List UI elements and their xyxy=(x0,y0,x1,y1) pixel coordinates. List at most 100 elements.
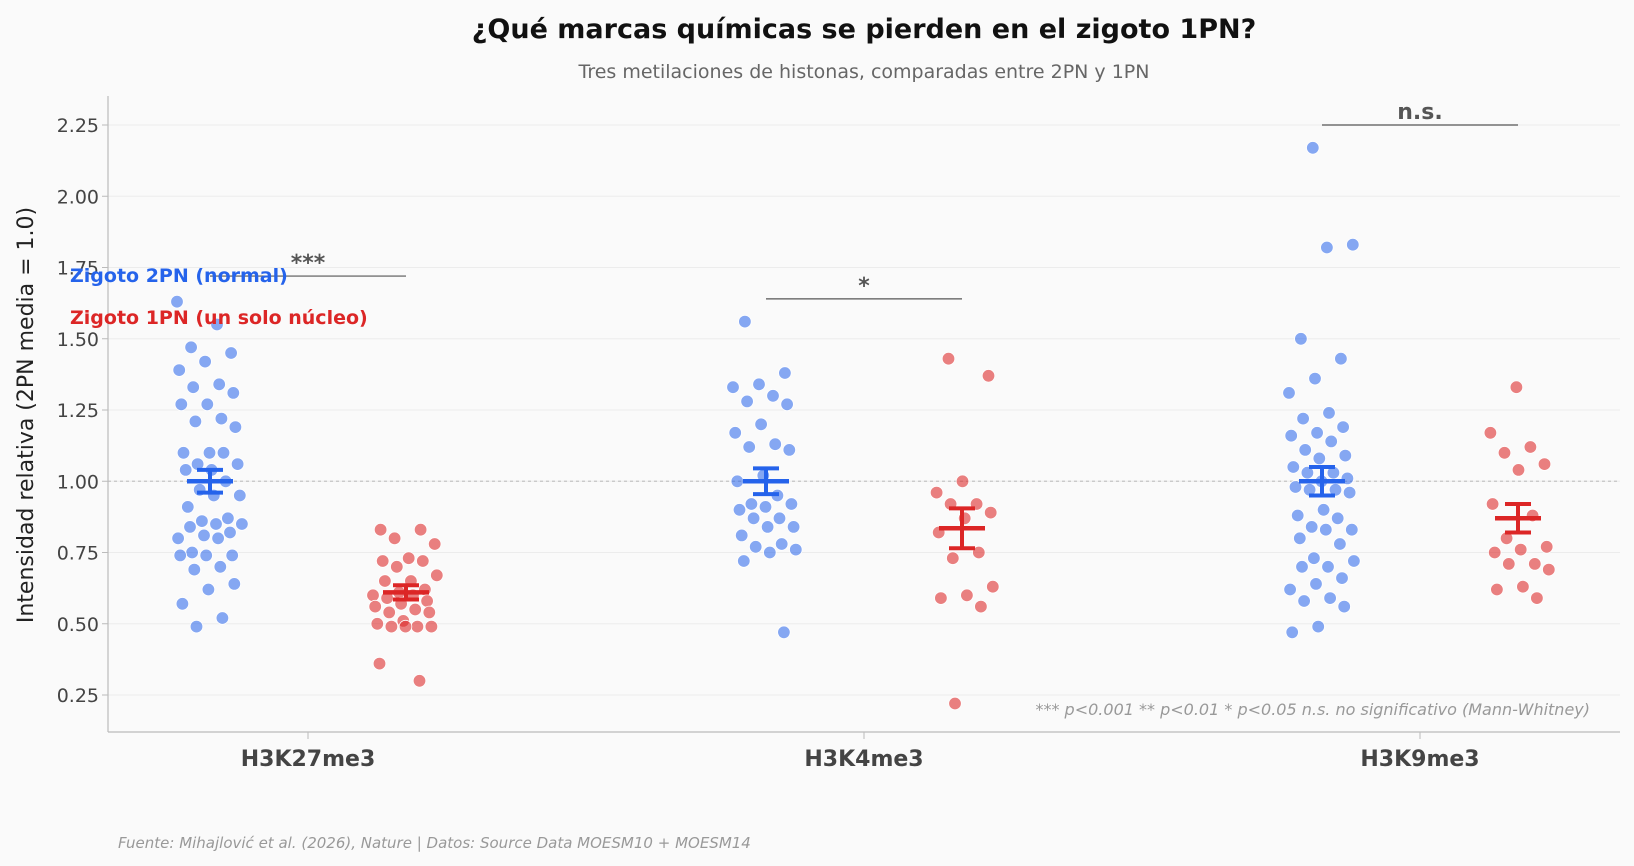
data-point xyxy=(986,580,1000,594)
data-point xyxy=(233,488,247,503)
data-point xyxy=(752,377,766,392)
data-point xyxy=(1502,557,1516,571)
x-tick-label: H3K4me3 xyxy=(804,747,923,772)
data-point xyxy=(1320,240,1334,255)
data-point xyxy=(1334,352,1348,366)
data-point xyxy=(1321,560,1335,574)
data-point xyxy=(740,394,754,409)
data-point xyxy=(1307,551,1321,565)
data-point xyxy=(170,295,184,309)
y-tick-label: 0.25 xyxy=(57,685,99,707)
data-point xyxy=(235,517,249,531)
data-point xyxy=(373,523,388,537)
y-tick-label: 1.25 xyxy=(57,400,99,422)
data-point xyxy=(183,520,197,534)
data-point xyxy=(972,545,986,560)
data-point xyxy=(1537,457,1552,471)
data-point xyxy=(784,497,799,511)
data-point xyxy=(1338,448,1353,463)
data-point xyxy=(214,411,229,426)
data-point xyxy=(763,545,777,560)
data-point xyxy=(382,605,396,620)
data-point xyxy=(777,625,791,640)
data-point xyxy=(368,599,382,614)
significance-brackets: ****n.s. xyxy=(210,100,1518,300)
legend-entry-1pn: Zigoto 1PN (un solo núcleo) xyxy=(70,307,368,329)
data-point xyxy=(197,528,211,543)
y-axis-label: Intensidad relativa (2PN media = 1.0) xyxy=(14,207,39,623)
data-point xyxy=(1295,560,1309,574)
y-tick-label: 1.50 xyxy=(57,329,99,351)
data-point xyxy=(955,474,970,489)
data-point xyxy=(172,363,186,377)
data-point xyxy=(175,597,190,611)
data-point xyxy=(744,497,759,511)
mean-sem-markers xyxy=(187,465,1541,602)
data-point xyxy=(758,500,773,514)
data-point xyxy=(742,440,756,454)
data-point xyxy=(789,542,803,557)
data-point xyxy=(1523,440,1538,454)
data-point xyxy=(201,582,216,597)
data-point xyxy=(768,437,782,451)
significance-label: n.s. xyxy=(1397,100,1442,125)
data-point xyxy=(174,397,189,412)
data-point xyxy=(1346,237,1360,252)
data-point xyxy=(754,417,768,432)
data-point xyxy=(775,537,789,551)
data-point xyxy=(1294,332,1308,346)
source-caption: Fuente: Mihajlović et al. (2026), Nature… xyxy=(118,834,751,852)
data-point xyxy=(981,369,996,383)
data-point xyxy=(1310,426,1324,440)
data-point xyxy=(1485,497,1500,511)
data-point xyxy=(941,352,956,366)
data-point xyxy=(181,500,195,514)
data-point xyxy=(948,696,962,711)
x-tick-label: H3K9me3 xyxy=(1360,747,1479,772)
y-tick-label: 1.75 xyxy=(57,258,99,280)
data-point xyxy=(224,346,238,360)
data-point xyxy=(178,463,193,477)
data-point xyxy=(1285,625,1299,640)
data-point xyxy=(1333,537,1347,551)
data-point xyxy=(226,386,241,400)
data-point xyxy=(1323,591,1337,605)
data-point xyxy=(211,531,225,546)
data-point xyxy=(1336,420,1350,434)
data-point xyxy=(1316,503,1331,517)
data-point xyxy=(1539,540,1554,554)
data-point xyxy=(984,505,998,520)
data-point xyxy=(186,380,200,394)
data-point xyxy=(210,317,224,332)
data-point xyxy=(200,397,215,412)
data-point xyxy=(1284,429,1298,443)
data-point xyxy=(1342,485,1357,500)
y-tick-label: 0.75 xyxy=(57,543,99,565)
x-tick-labels: H3K27me3 H3K4me3 H3K9me3 xyxy=(241,732,1480,772)
data-point xyxy=(378,574,392,588)
data-point xyxy=(213,560,228,574)
data-point xyxy=(187,562,202,577)
data-point xyxy=(1513,542,1528,557)
data-point xyxy=(737,554,751,568)
data-point xyxy=(1511,463,1526,477)
data-point xyxy=(408,602,422,617)
data-points xyxy=(170,141,1556,711)
data-point xyxy=(412,674,427,688)
x-tick-label: H3K27me3 xyxy=(241,747,376,772)
data-point xyxy=(366,588,380,603)
data-point xyxy=(173,548,187,563)
data-point xyxy=(223,525,237,540)
data-point xyxy=(230,457,245,471)
data-point xyxy=(428,537,442,551)
data-point xyxy=(416,554,430,568)
data-point xyxy=(387,531,402,546)
data-point xyxy=(960,588,974,603)
data-point xyxy=(1308,371,1322,386)
data-point xyxy=(216,446,231,460)
data-point xyxy=(738,314,752,329)
data-point xyxy=(1509,380,1524,394)
data-point xyxy=(782,443,797,457)
